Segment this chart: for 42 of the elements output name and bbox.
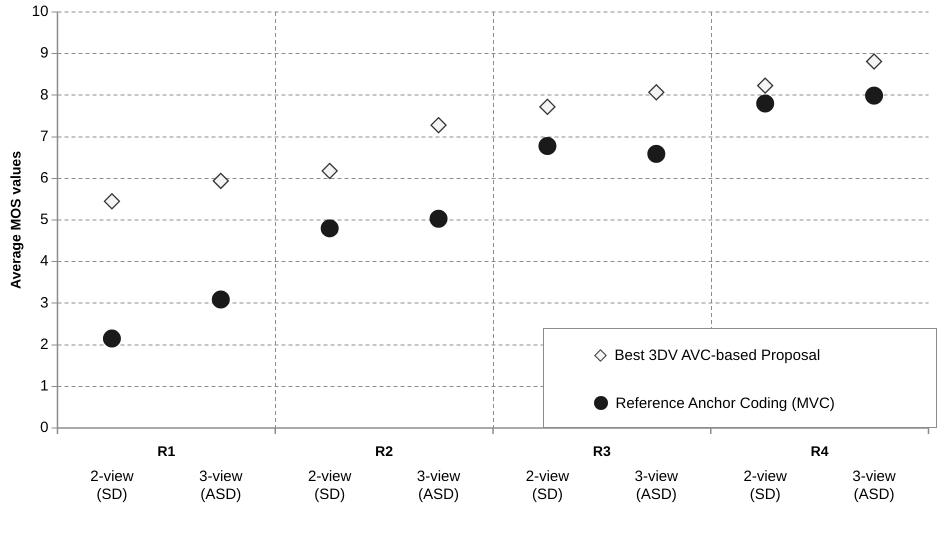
x-tick-label: 2-view (SD) — [308, 468, 352, 504]
point — [104, 193, 120, 210]
point — [865, 86, 884, 105]
y-axis-title: Average MOS values — [7, 150, 24, 289]
y-tick-label: 2 — [40, 336, 48, 353]
y-tick-label: 8 — [40, 86, 48, 104]
y-tick-label: 4 — [40, 252, 48, 270]
point — [757, 77, 774, 94]
legend-label: Best 3DV AVC-based Proposal — [614, 346, 820, 364]
y-tick-label: 9 — [40, 44, 48, 62]
x-tick-label: 2-view (SD) — [744, 468, 788, 504]
y-tick-label: 0 — [40, 419, 48, 436]
point — [539, 98, 556, 115]
point — [320, 219, 339, 238]
point — [102, 330, 121, 348]
x-tick-label: 3-view (ASD) — [852, 468, 896, 504]
y-tick-label: 3 — [40, 294, 48, 312]
x-tick-label: 2-view (SD) — [90, 468, 134, 504]
point — [212, 290, 230, 308]
x-tick-label: 3-view (ASD) — [634, 468, 678, 504]
y-tick-label: 5 — [40, 211, 48, 228]
point — [756, 94, 774, 113]
point — [430, 117, 447, 134]
point — [430, 210, 448, 228]
legend-label: Reference Anchor Coding (MVC) — [616, 394, 835, 412]
text: R4 — [810, 442, 829, 459]
x-tick-label: 2-view (SD) — [526, 468, 570, 504]
y-tick-label: 1 — [40, 378, 48, 395]
text: R3 — [592, 442, 612, 459]
x-tick-label: 3-view (ASD) — [416, 468, 460, 504]
point — [212, 172, 229, 190]
point — [648, 84, 664, 100]
y-tick-label: 10 — [32, 3, 48, 20]
x-tick-label: 3-view (ASD) — [199, 468, 243, 504]
point — [647, 144, 666, 163]
text: R1 — [157, 442, 176, 459]
point — [866, 53, 882, 70]
y-tick-label: 7 — [40, 128, 48, 145]
point — [538, 136, 556, 155]
point — [322, 162, 338, 180]
y-tick-label: 6 — [40, 170, 48, 187]
text: R2 — [375, 442, 394, 459]
